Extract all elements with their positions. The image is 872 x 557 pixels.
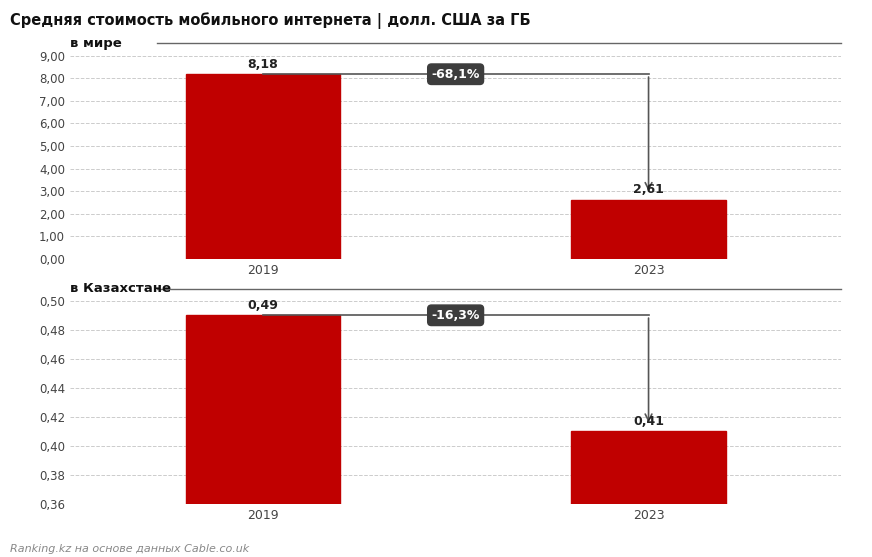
Text: в Казахстане: в Казахстане xyxy=(70,282,171,295)
Text: Ranking.kz на основе данных Cable.co.uk: Ranking.kz на основе данных Cable.co.uk xyxy=(10,544,249,554)
Text: 2,61: 2,61 xyxy=(633,183,664,197)
Text: 8,18: 8,18 xyxy=(248,57,278,71)
Bar xyxy=(571,200,726,259)
Text: 0,49: 0,49 xyxy=(248,299,278,312)
Text: -68,1%: -68,1% xyxy=(432,68,480,81)
Text: -16,3%: -16,3% xyxy=(432,309,480,322)
Bar xyxy=(186,315,340,504)
Bar xyxy=(186,74,340,259)
Text: 0,41: 0,41 xyxy=(633,415,664,428)
Text: Средняя стоимость мобильного интернета | долл. США за ГБ: Средняя стоимость мобильного интернета |… xyxy=(10,12,531,29)
Bar xyxy=(571,432,726,504)
Text: в мире: в мире xyxy=(70,37,121,50)
